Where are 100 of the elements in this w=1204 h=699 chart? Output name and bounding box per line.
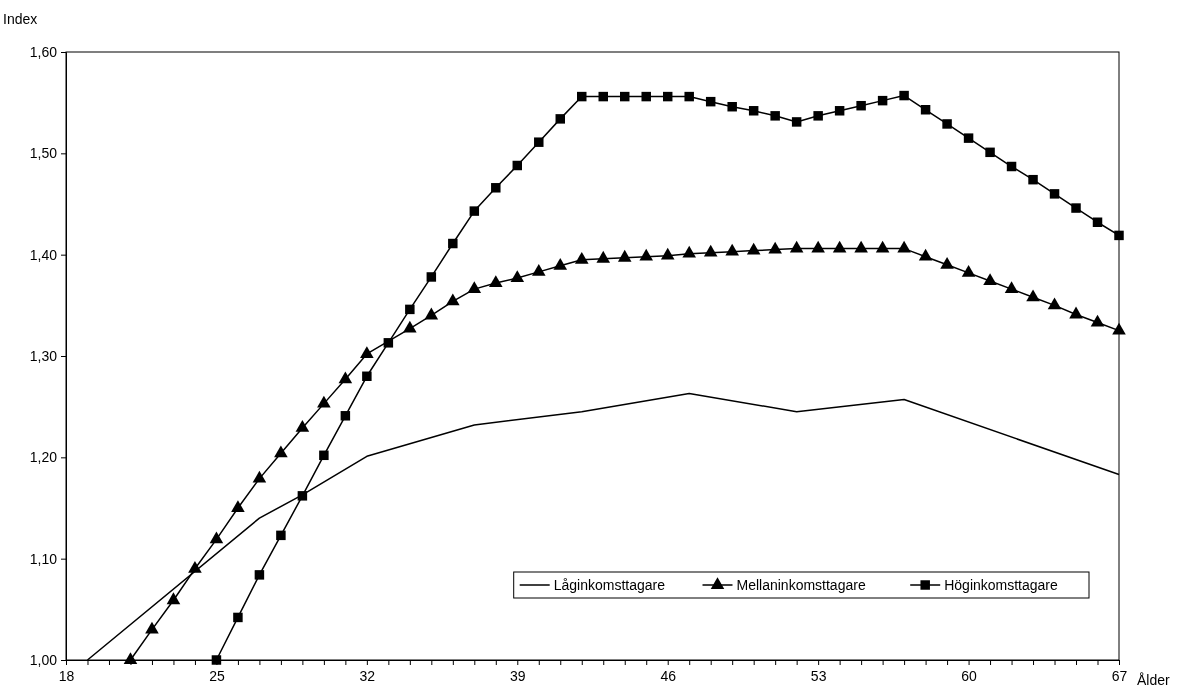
legend-label: Mellaninkomsttagare	[736, 577, 866, 593]
point	[577, 91, 587, 102]
point	[832, 240, 847, 253]
point	[727, 101, 737, 112]
point	[617, 249, 632, 262]
point	[660, 247, 675, 260]
x-tick-label: 46	[660, 667, 677, 684]
y-tick-label: 1,10	[29, 550, 58, 567]
point	[424, 307, 439, 320]
x-tick-label: 18	[58, 667, 75, 684]
point	[405, 304, 415, 315]
point	[403, 320, 417, 333]
y-axis-title: Index	[3, 11, 38, 27]
point	[446, 293, 460, 306]
point	[875, 240, 890, 253]
y-tick-label: 1,40	[29, 246, 58, 263]
point	[746, 242, 761, 255]
point	[531, 264, 546, 276]
point	[856, 100, 866, 111]
point	[662, 91, 673, 102]
point	[1090, 314, 1105, 327]
point	[360, 346, 374, 358]
point	[1026, 289, 1040, 302]
point	[748, 106, 759, 116]
point	[641, 91, 651, 102]
point	[854, 240, 868, 253]
point	[598, 91, 608, 102]
point	[897, 240, 911, 253]
point	[1069, 306, 1083, 319]
point	[983, 273, 997, 285]
point	[1092, 217, 1103, 227]
point	[703, 244, 718, 257]
point	[188, 560, 202, 573]
point	[534, 137, 544, 147]
point	[942, 119, 952, 129]
point	[252, 470, 267, 483]
point	[469, 206, 480, 216]
point	[811, 240, 825, 253]
point	[317, 395, 331, 408]
point	[985, 147, 995, 158]
point	[1028, 174, 1038, 185]
point	[639, 248, 654, 261]
point	[555, 114, 566, 124]
point	[274, 445, 288, 458]
point	[918, 248, 933, 261]
point	[338, 371, 353, 384]
point	[448, 238, 458, 249]
point	[512, 160, 523, 171]
y-tick-label: 1,20	[29, 449, 58, 466]
point	[899, 90, 909, 101]
point	[209, 531, 224, 544]
point	[1071, 203, 1081, 213]
point	[1112, 322, 1126, 335]
y-tick-label: 1,00	[29, 651, 58, 668]
point	[123, 652, 138, 664]
point	[770, 111, 780, 121]
point	[574, 251, 589, 264]
point	[510, 270, 525, 282]
x-tick-label: 25	[209, 667, 225, 684]
point	[1006, 161, 1017, 172]
point	[768, 241, 782, 254]
y-tick-label: 1,60	[29, 43, 58, 60]
point	[834, 106, 845, 116]
point	[145, 621, 159, 634]
point	[789, 240, 804, 253]
x-tick-label: 53	[810, 667, 827, 684]
point	[684, 91, 694, 102]
point	[813, 111, 823, 121]
point	[383, 338, 394, 348]
y-tick-label: 1,50	[29, 145, 58, 162]
legend-label: Höginkomsttagare	[944, 577, 1059, 593]
x-tick-label: 60	[961, 667, 978, 684]
point	[961, 265, 976, 277]
point	[166, 592, 181, 605]
point	[295, 420, 310, 432]
point	[940, 256, 954, 269]
point	[467, 281, 482, 294]
point	[362, 371, 372, 382]
point	[682, 245, 696, 258]
point	[426, 272, 437, 282]
x-tick-label: 32	[359, 667, 376, 684]
point	[1049, 189, 1060, 199]
point	[619, 91, 630, 102]
point	[231, 500, 245, 512]
x-axis-title: Ålder	[1137, 672, 1171, 688]
x-tick-label: 67	[1111, 667, 1128, 684]
point	[791, 117, 802, 127]
point	[725, 243, 739, 256]
point	[553, 257, 568, 270]
point	[1047, 297, 1062, 310]
point	[489, 275, 503, 287]
y-tick-label: 1,30	[29, 347, 58, 364]
point	[596, 250, 611, 263]
point	[1114, 230, 1124, 241]
point	[1004, 281, 1019, 294]
point	[920, 105, 931, 115]
x-tick-label: 39	[510, 667, 526, 684]
point	[877, 95, 888, 106]
point	[963, 133, 974, 143]
point	[491, 183, 501, 193]
